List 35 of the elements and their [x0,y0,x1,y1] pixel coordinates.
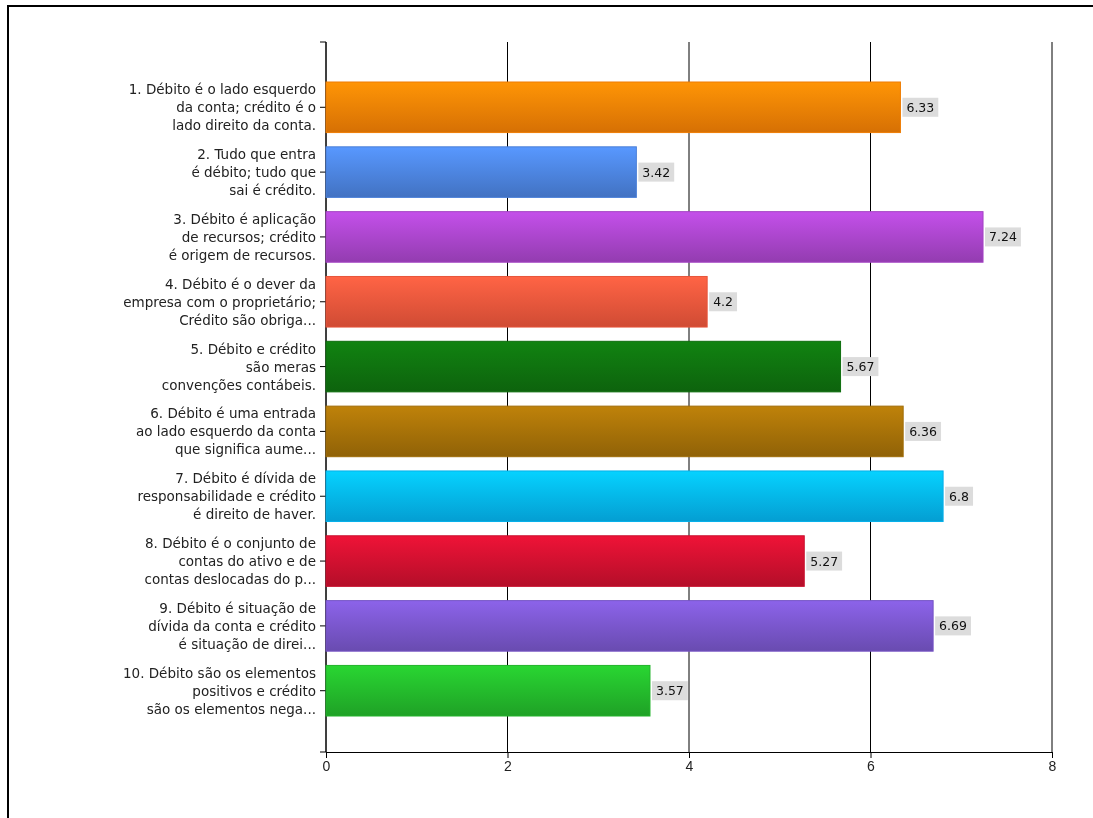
y-tick-label: 8. Débito é o conjunto de contas do ativo e de contas deslocadas do p... [144,535,316,588]
y-tick-label: 2. Tudo que entra é débito; tudo que sai é crédito. [191,146,316,199]
bar [325,405,904,458]
bar [325,535,805,587]
x-tick-label: 4 [685,757,694,774]
data-label: 5.67 [846,359,875,375]
y-tick-label: 10. Débito são os elementos positivos e crédito são os elementos nega... [122,664,316,717]
bar [325,664,651,717]
x-tick-label: 6 [867,757,876,774]
x-tick-label: 2 [504,757,513,774]
data-label: 3.57 [655,683,684,699]
bar [325,81,901,134]
y-tick-label: 5. Débito e crédito são meras convenções contábeis. [161,340,316,393]
bar [325,146,637,198]
y-tick-label: 4. Débito é o dever da empresa com o proprietário; Crédito são obriga... [123,275,316,328]
data-label: 7.24 [989,229,1017,245]
data-label: 3.42 [642,164,671,180]
data-label: 6.33 [906,99,935,115]
bar [325,600,934,652]
data-label: 6.69 [939,618,967,634]
x-tick-label: 8 [1048,757,1057,774]
data-label: 6.8 [949,488,970,504]
bar [325,470,944,523]
y-tick-label: 1. Débito é o lado esquerdo da conta; crédito é o lado direito da conta. [128,81,316,134]
y-tick-label: 7. Débito é dívida de responsabilidade e crédito é direito de haver. [137,470,316,523]
y-tick-label: 3. Débito é aplicação de recursos; crédito é origem de recursos. [168,210,316,263]
bar [325,211,984,263]
bar [325,340,842,393]
y-tick-label: 6. Débito é uma entrada ao lado esquerdo da conta que significa aume... [135,405,316,458]
x-tick-label: 0 [322,757,331,774]
data-label: 5.27 [810,553,839,569]
data-label: 6.36 [909,423,938,439]
bar [325,275,708,328]
data-label: 4.2 [713,294,734,310]
y-tick-label: 9. Débito é situação de dívida da conta e crédito é situação de direi... [148,599,316,652]
